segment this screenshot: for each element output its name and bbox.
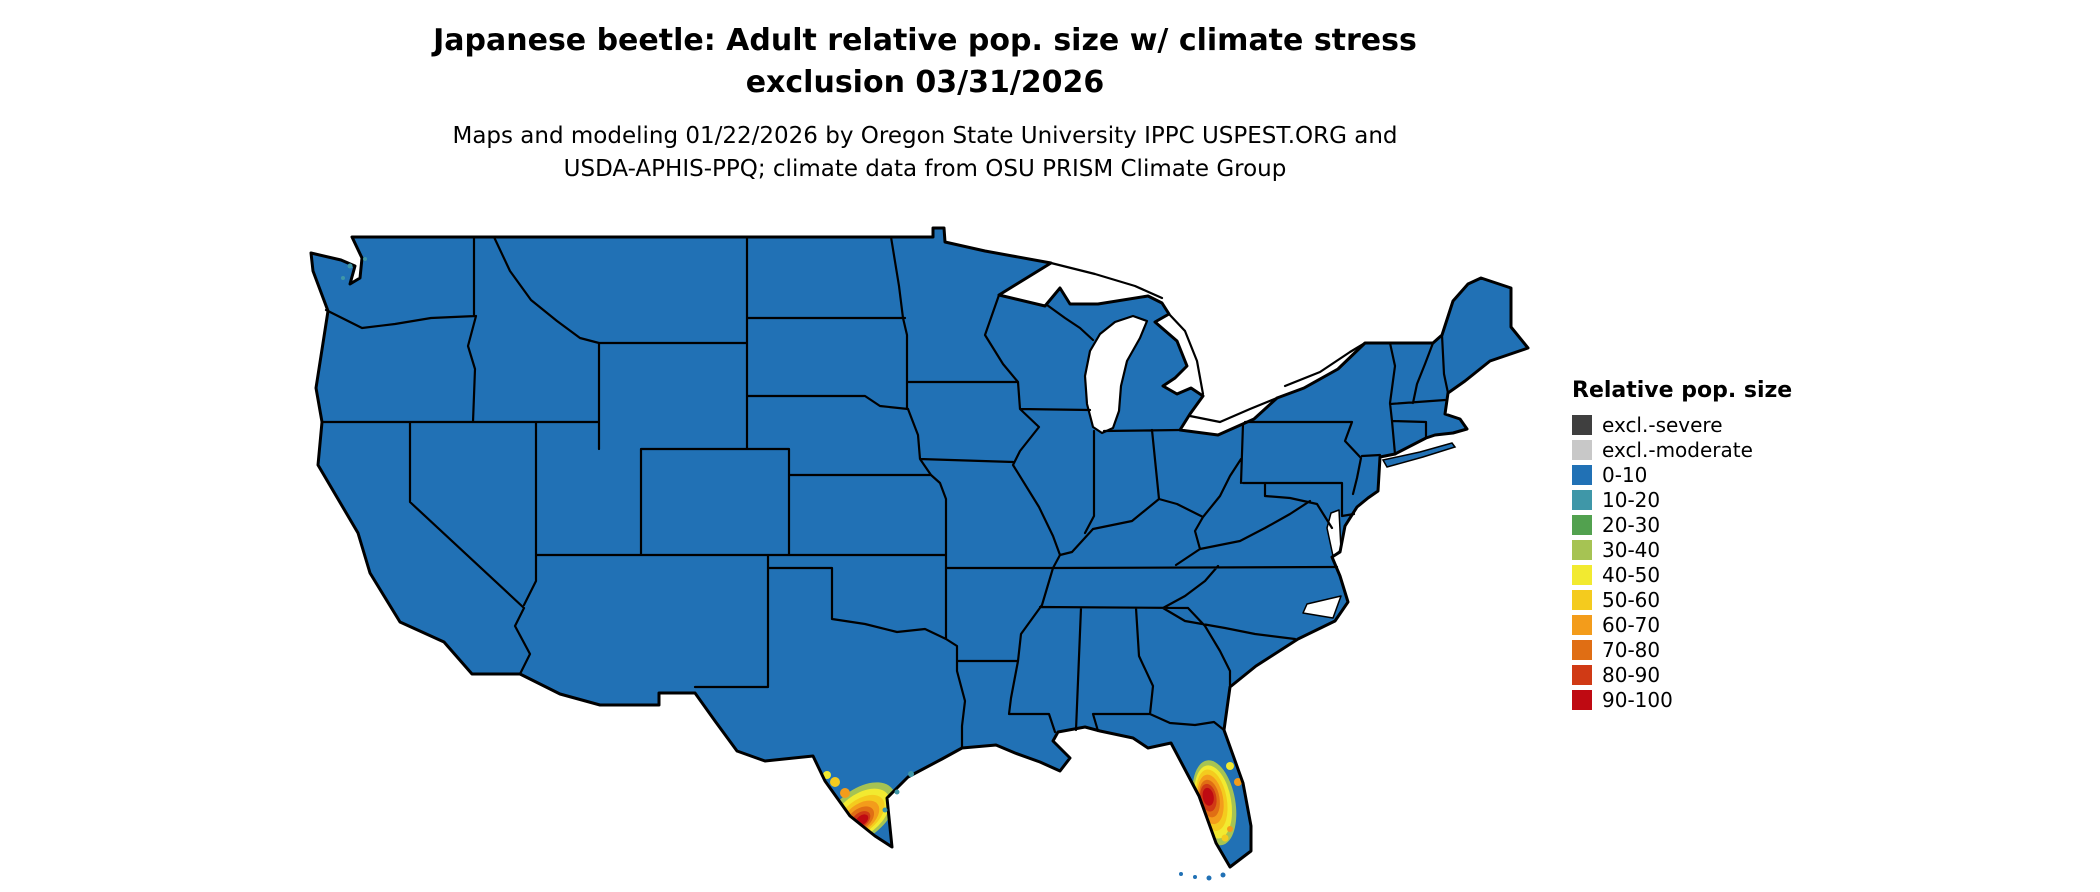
legend: Relative pop. size excl.-severe excl.-mod…	[1572, 378, 1792, 715]
legend-swatch	[1572, 465, 1592, 485]
legend-label: 50-60	[1602, 588, 1661, 612]
legend-item: 10-20	[1572, 490, 1792, 510]
legend-swatch	[1572, 640, 1592, 660]
legend-items: excl.-severe excl.-moderate 0-10 10-20 20-30…	[1572, 415, 1792, 710]
legend-item: 90-100	[1572, 690, 1792, 710]
long-island	[1381, 442, 1457, 468]
legend-swatch	[1572, 540, 1592, 560]
legend-item: 30-40	[1572, 540, 1792, 560]
legend-label: 0-10	[1602, 463, 1648, 487]
international-border-lakes	[1049, 261, 1367, 424]
legend-swatch	[1572, 690, 1592, 710]
map-area	[305, 226, 1530, 892]
lake-michigan	[1083, 314, 1149, 435]
legend-item: 60-70	[1572, 615, 1792, 635]
legend-item: 20-30	[1572, 515, 1792, 535]
legend-swatch	[1572, 665, 1592, 685]
florida-keys	[1179, 872, 1226, 881]
legend-item: 70-80	[1572, 640, 1792, 660]
legend-item: 80-90	[1572, 665, 1792, 685]
legend-item: 50-60	[1572, 590, 1792, 610]
legend-swatch	[1572, 590, 1592, 610]
legend-item: excl.-severe	[1572, 415, 1792, 435]
map-subtitle-line2: USDA-APHIS-PPQ; climate data from OSU PR…	[563, 156, 1287, 182]
legend-swatch	[1572, 490, 1592, 510]
legend-swatch	[1572, 515, 1592, 535]
header: Japanese beetle: Adult relative pop. siz…	[0, 20, 1850, 186]
legend-item: 40-50	[1572, 565, 1792, 585]
legend-label: 80-90	[1602, 663, 1661, 687]
map-title: Japanese beetle: Adult relative pop. siz…	[0, 20, 1850, 104]
pamlico-sound	[1302, 595, 1342, 619]
map-title-line2: exclusion 03/31/2026	[745, 65, 1105, 100]
legend-label: 90-100	[1602, 688, 1673, 712]
map-title-line1: Japanese beetle: Adult relative pop. siz…	[433, 23, 1417, 58]
legend-title: Relative pop. size	[1572, 378, 1793, 403]
legend-label: 30-40	[1602, 538, 1661, 562]
coastal-specks	[341, 257, 914, 813]
legend-label: 60-70	[1602, 613, 1661, 637]
legend-label: 40-50	[1602, 563, 1661, 587]
legend-label: excl.-moderate	[1602, 438, 1753, 462]
legend-swatch	[1572, 440, 1592, 460]
texas-hotspot-specks	[823, 771, 850, 798]
legend-swatch	[1572, 415, 1592, 435]
us-choropleth-map	[309, 226, 1530, 881]
legend-swatch	[1572, 565, 1592, 585]
legend-item: excl.-moderate	[1572, 440, 1792, 460]
legend-item: 0-10	[1572, 465, 1792, 485]
legend-label: 20-30	[1602, 513, 1661, 537]
legend-swatch	[1572, 615, 1592, 635]
legend-label: excl.-severe	[1602, 413, 1723, 437]
legend-label: 10-20	[1602, 488, 1661, 512]
state-borders	[320, 235, 1450, 750]
map-subtitle-line1: Maps and modeling 01/22/2026 by Oregon S…	[452, 123, 1398, 149]
map-subtitle: Maps and modeling 01/22/2026 by Oregon S…	[0, 120, 1850, 186]
legend-label: 70-80	[1602, 638, 1661, 662]
